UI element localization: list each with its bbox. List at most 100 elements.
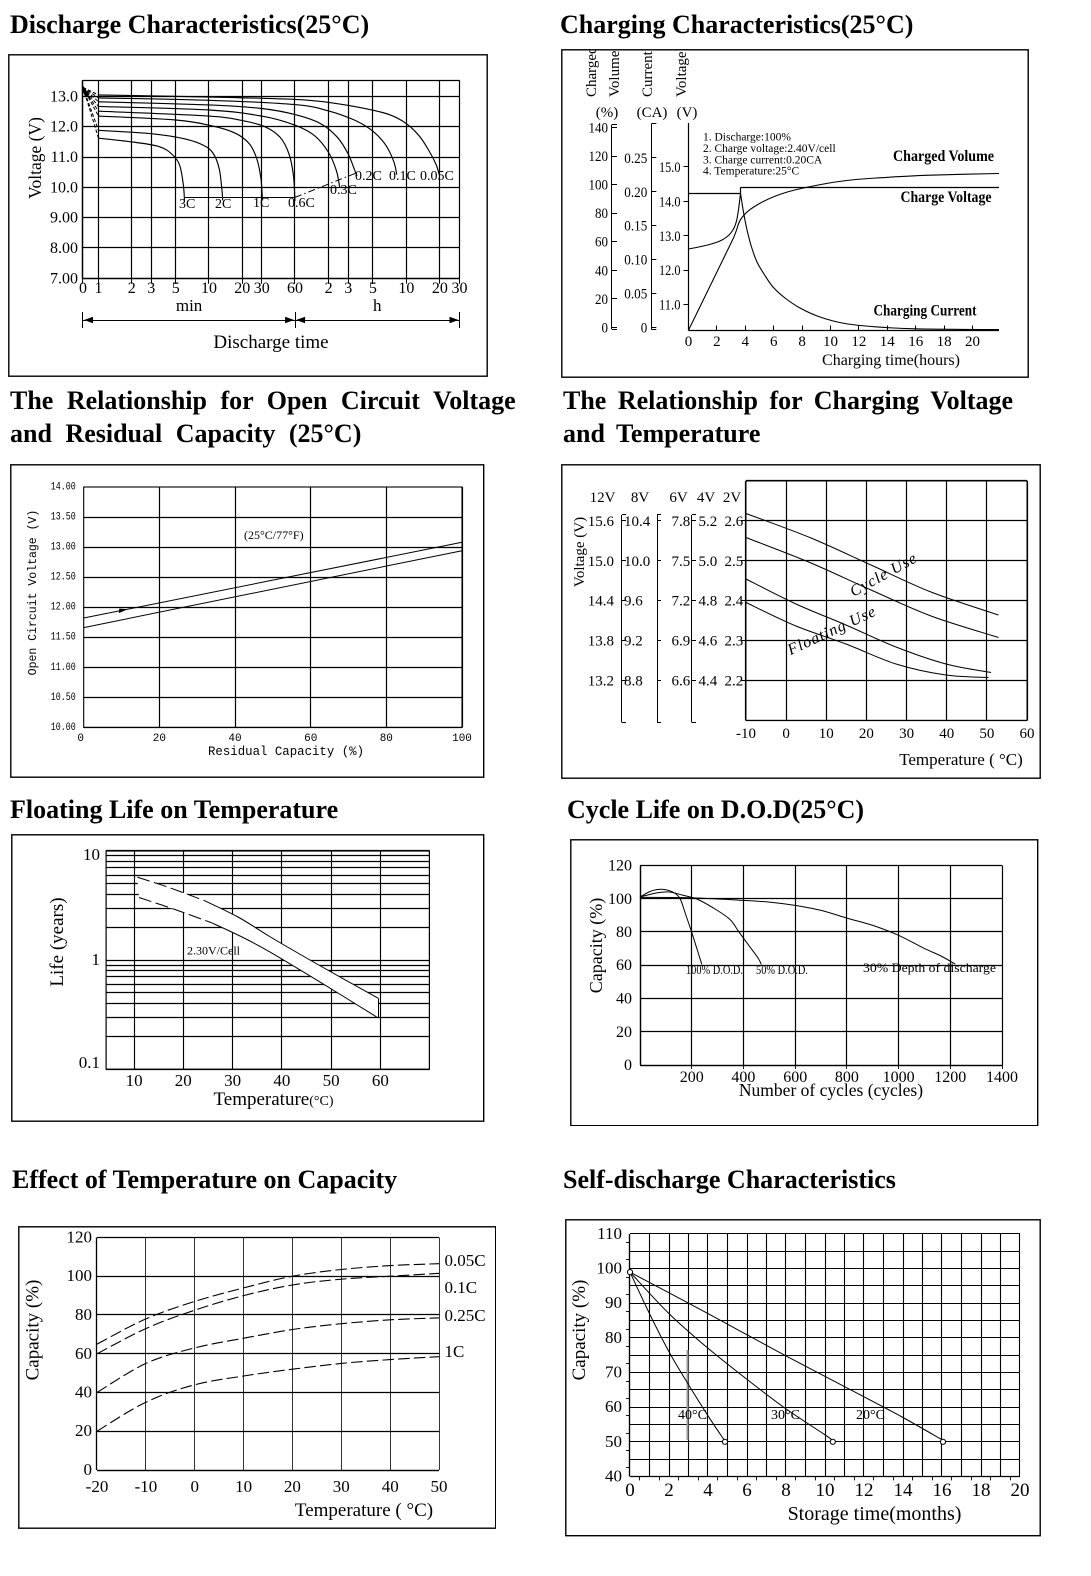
svg-text:Capacity (%): Capacity (%) xyxy=(586,897,607,992)
svg-text:15.0: 15.0 xyxy=(588,554,614,570)
svg-text:0: 0 xyxy=(624,1057,632,1074)
svg-text:40: 40 xyxy=(595,263,608,279)
svg-text:100: 100 xyxy=(452,733,472,745)
svg-text:10: 10 xyxy=(126,1071,143,1090)
svg-text:13.00: 13.00 xyxy=(51,542,76,554)
svg-text:60: 60 xyxy=(287,280,303,297)
svg-text:11.0: 11.0 xyxy=(659,298,681,314)
svg-text:200: 200 xyxy=(680,1069,704,1086)
svg-text:11.50: 11.50 xyxy=(51,632,76,644)
svg-text:12.0: 12.0 xyxy=(50,119,78,136)
svg-text:14.0: 14.0 xyxy=(659,194,681,210)
svg-text:Charging time(hours): Charging time(hours) xyxy=(822,352,960,369)
svg-text:13.50: 13.50 xyxy=(51,512,76,524)
svg-text:1200: 1200 xyxy=(934,1069,966,1086)
svg-text:Temperature ( °C): Temperature ( °C) xyxy=(294,1500,432,1521)
svg-text:30°C: 30°C xyxy=(771,1408,800,1423)
svg-text:0.25: 0.25 xyxy=(624,151,647,167)
svg-text:4.6: 4.6 xyxy=(699,634,718,650)
svg-text:16: 16 xyxy=(933,1480,952,1501)
svg-text:5.0: 5.0 xyxy=(699,554,718,570)
svg-text:7.8: 7.8 xyxy=(672,514,691,530)
svg-text:10: 10 xyxy=(83,845,100,864)
svg-text:(%): (%) xyxy=(596,105,619,121)
svg-text:80: 80 xyxy=(605,1328,622,1347)
svg-text:8: 8 xyxy=(781,1480,791,1501)
svg-text:0.1C: 0.1C xyxy=(444,1278,477,1297)
svg-text:100: 100 xyxy=(66,1266,92,1285)
svg-text:70: 70 xyxy=(605,1363,622,1382)
svg-text:0.2C: 0.2C xyxy=(355,169,382,184)
svg-text:50% D.O.D.: 50% D.O.D. xyxy=(756,962,808,977)
svg-text:4.4: 4.4 xyxy=(699,674,718,690)
svg-text:4. Temperature:25°C: 4. Temperature:25°C xyxy=(703,166,800,178)
svg-text:1. Discharge:100%: 1. Discharge:100% xyxy=(703,132,791,144)
svg-text:0.1C: 0.1C xyxy=(389,169,416,184)
svg-text:0: 0 xyxy=(77,733,84,745)
svg-text:50: 50 xyxy=(979,726,994,742)
svg-text:12: 12 xyxy=(855,1480,874,1501)
svg-text:90: 90 xyxy=(605,1293,622,1312)
svg-text:10.4: 10.4 xyxy=(624,514,651,530)
svg-text:13.0: 13.0 xyxy=(50,88,78,105)
svg-text:Number of cycles (cycles): Number of cycles (cycles) xyxy=(739,1080,923,1100)
svg-text:20: 20 xyxy=(595,292,608,308)
svg-text:40: 40 xyxy=(381,1477,398,1496)
svg-text:(25°C/77°F): (25°C/77°F) xyxy=(244,528,304,542)
svg-text:2. Charge voltage:2.40V/cell: 2. Charge voltage:2.40V/cell xyxy=(703,143,836,155)
svg-text:3: 3 xyxy=(344,280,352,297)
svg-text:8.8: 8.8 xyxy=(624,674,643,690)
svg-text:30: 30 xyxy=(899,726,914,742)
svg-text:600: 600 xyxy=(783,1069,807,1086)
svg-text:9.00: 9.00 xyxy=(50,210,78,227)
svg-text:20: 20 xyxy=(432,280,448,297)
svg-text:-10: -10 xyxy=(736,726,756,742)
svg-text:(CA): (CA) xyxy=(637,105,668,121)
svg-text:Voltage (V): Voltage (V) xyxy=(25,117,45,199)
svg-text:Temperature(°C): Temperature(°C) xyxy=(214,1089,334,1110)
svg-text:0.10: 0.10 xyxy=(624,253,647,269)
svg-text:Capacity (%): Capacity (%) xyxy=(569,1280,590,1381)
svg-text:60: 60 xyxy=(605,1397,622,1416)
svg-text:40: 40 xyxy=(75,1383,92,1402)
svg-text:Current: Current xyxy=(640,50,656,97)
svg-text:Cycle Use: Cycle Use xyxy=(847,550,920,601)
svg-text:4: 4 xyxy=(742,334,750,350)
svg-text:3: 3 xyxy=(147,280,155,297)
svg-text:2.3: 2.3 xyxy=(725,634,744,650)
svg-text:10.00: 10.00 xyxy=(51,722,76,734)
svg-text:Voltage: Voltage xyxy=(674,51,690,97)
svg-text:0.15: 0.15 xyxy=(624,219,647,235)
svg-text:0: 0 xyxy=(641,320,648,336)
svg-text:60: 60 xyxy=(616,957,632,974)
svg-text:10: 10 xyxy=(398,280,414,297)
svg-text:Open Circuit Voltage (V): Open Circuit Voltage (V) xyxy=(27,510,40,676)
svg-text:10: 10 xyxy=(823,334,838,350)
svg-text:30: 30 xyxy=(332,1477,349,1496)
svg-text:0.20: 0.20 xyxy=(624,185,647,201)
svg-text:20: 20 xyxy=(1011,1480,1030,1501)
svg-text:1000: 1000 xyxy=(883,1069,915,1086)
svg-text:0: 0 xyxy=(83,1460,92,1479)
svg-text:10.50: 10.50 xyxy=(51,692,76,704)
svg-text:4: 4 xyxy=(703,1480,713,1501)
svg-text:13.2: 13.2 xyxy=(588,674,614,690)
svg-text:60: 60 xyxy=(1020,726,1035,742)
svg-text:13.8: 13.8 xyxy=(588,634,614,650)
svg-text:7.2: 7.2 xyxy=(672,594,691,610)
svg-text:30% Depth of discharge: 30% Depth of discharge xyxy=(863,960,996,975)
svg-text:1C: 1C xyxy=(253,196,269,211)
svg-text:14.4: 14.4 xyxy=(588,594,615,610)
svg-text:h: h xyxy=(373,296,382,315)
svg-text:16: 16 xyxy=(908,334,924,350)
svg-text:2.2: 2.2 xyxy=(725,674,744,690)
svg-text:100: 100 xyxy=(597,1259,623,1278)
svg-text:20: 20 xyxy=(859,726,874,742)
svg-text:8.00: 8.00 xyxy=(50,240,78,257)
svg-text:1: 1 xyxy=(92,950,101,969)
svg-text:0: 0 xyxy=(782,726,790,742)
svg-text:-10: -10 xyxy=(134,1477,157,1496)
svg-text:50: 50 xyxy=(430,1477,447,1496)
svg-text:40: 40 xyxy=(605,1466,622,1485)
svg-text:20°C: 20°C xyxy=(856,1408,885,1423)
